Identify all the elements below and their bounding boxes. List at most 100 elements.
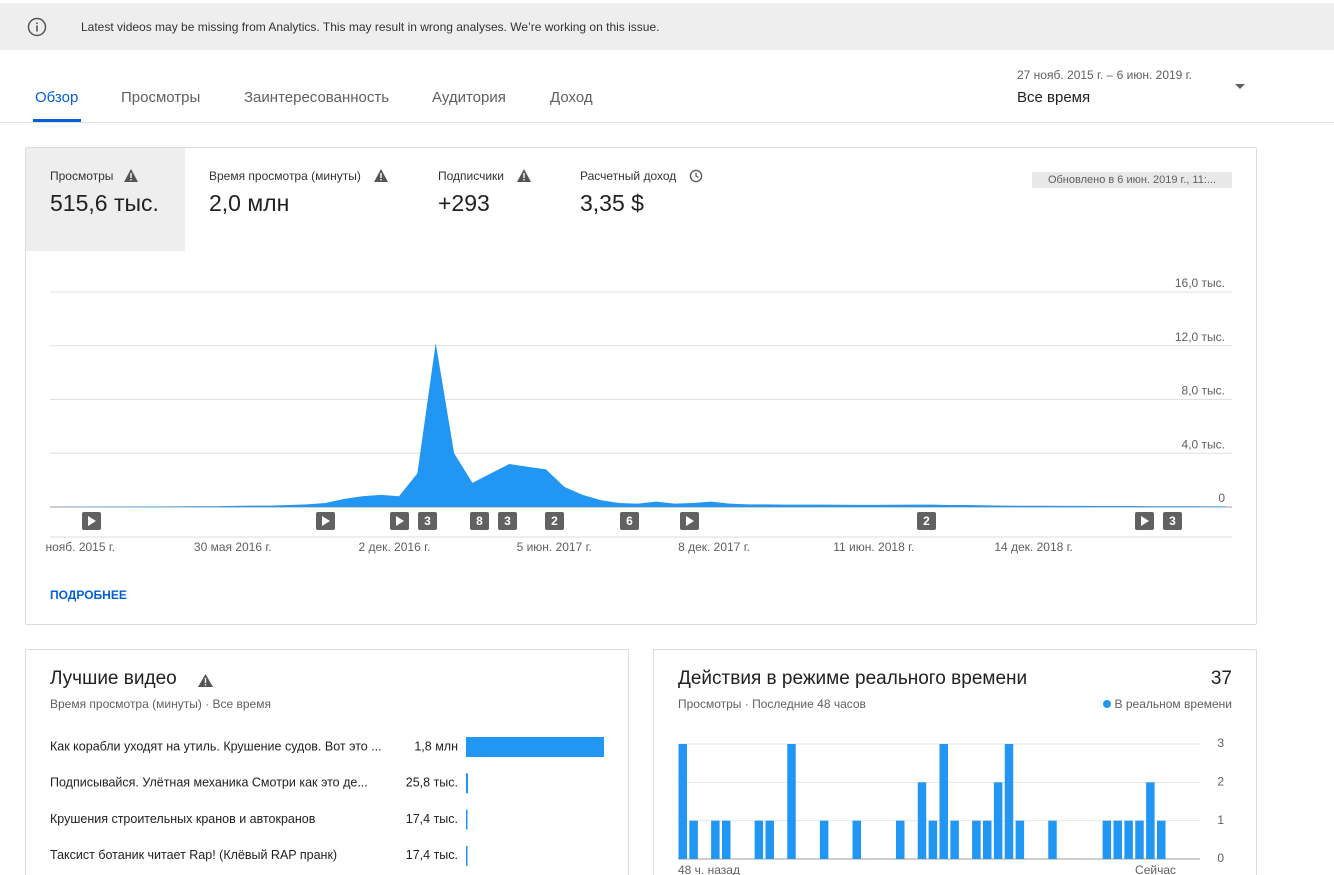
card-subtitle: Просмотры · Последние 48 часов: [678, 697, 866, 711]
video-title: Таксист ботаник читает Rap! (Клёвый RAP …: [50, 848, 337, 862]
bar: [1048, 820, 1057, 859]
dropdown-caret[interactable]: [1235, 84, 1247, 92]
x-tick-label: 30 мая 2016 г.: [194, 540, 272, 554]
metric-label: Расчетный доход: [580, 169, 677, 183]
bar: [1124, 820, 1133, 859]
y-tick-label: 12,0 тыс.: [1175, 330, 1225, 344]
x-label: 48 ч. назад: [678, 863, 740, 875]
video-play-markers: [82, 512, 1154, 530]
video-marker-count: 2: [923, 514, 930, 528]
tab[interactable]: Доход: [550, 89, 593, 106]
warning-icon: [124, 169, 138, 182]
tab-indicator: [33, 119, 81, 122]
x-label: Сейчас: [1135, 863, 1176, 875]
play-icons: [88, 516, 1149, 526]
bar: [466, 809, 468, 830]
legend-dot: [1102, 700, 1111, 708]
video-marker-count: 3: [504, 514, 511, 528]
video-marker: [1163, 512, 1182, 530]
metric-value: 515,6 тыс.: [50, 190, 159, 216]
warning-icon: [198, 674, 213, 687]
legend-label: В реальном времени: [1114, 697, 1232, 711]
video-title: Крушения строительных кранов и автокрано…: [50, 812, 316, 826]
legend: В реальном времени: [1102, 697, 1232, 711]
value-label: 17,4 тыс.: [406, 812, 458, 826]
bar: [928, 820, 938, 859]
bar: [722, 820, 731, 859]
banner-text: Latest videos may be missing from Analyt…: [81, 20, 660, 34]
y-tick-label: 2: [1217, 775, 1224, 789]
date-label[interactable]: Все время: [1017, 89, 1091, 106]
y-tick-label: 0: [1218, 491, 1225, 505]
x-tick-label: 2 дек. 2016 г.: [358, 540, 430, 554]
bar: [896, 820, 905, 859]
views-area: [50, 343, 1226, 507]
bar: [689, 820, 698, 859]
metric-label: Подписчики: [438, 169, 505, 183]
x-tick-label: 8 дек. 2017 г.: [678, 540, 750, 554]
overview-card: [25, 147, 1257, 625]
bar: [711, 820, 720, 859]
video-title: Как корабли уходят на утиль. Крушение су…: [50, 739, 382, 753]
video-marker: [545, 512, 564, 530]
y-tick-label: 0: [1217, 851, 1224, 865]
bar: [466, 773, 468, 794]
x-tick-label: 11 июн. 2018 г.: [833, 540, 914, 554]
warning-icon: [374, 169, 388, 182]
card-subtitle: Время просмотра (минуты) · Все время: [50, 697, 271, 711]
info-icon: [27, 17, 47, 37]
y-tick-label: 8,0 тыс.: [1182, 384, 1225, 398]
value-label: 25,8 тыс.: [406, 776, 458, 790]
bar: [983, 820, 992, 859]
video-marker: [498, 512, 517, 530]
tab[interactable]: Аудитория: [432, 89, 506, 106]
metric-value: 2,0 млн: [209, 190, 290, 216]
bar: [1146, 782, 1155, 859]
more-link[interactable]: ПОДРОБНЕЕ: [50, 588, 127, 602]
bar: [993, 782, 1003, 859]
bar: [754, 820, 764, 859]
bar: [1135, 820, 1144, 859]
value-label: 1,8 млн: [414, 739, 458, 753]
tab[interactable]: Заинтересованность: [244, 89, 390, 106]
video-title: Подписывайся. Улётная механика Смотри ка…: [50, 776, 368, 790]
updated-badge: Обновлено в 6 июн. 2019 г., 11:...: [1032, 172, 1232, 188]
video-marker: [470, 512, 489, 530]
bar: [765, 820, 774, 859]
y-tick-label: 3: [1217, 736, 1224, 750]
y-tick-label: 1: [1217, 813, 1224, 827]
value-label: 17,4 тыс.: [406, 848, 458, 862]
divider: [0, 122, 1334, 123]
tab[interactable]: Просмотры: [121, 89, 201, 106]
clock-icon: [689, 169, 703, 183]
metric-value: 3,35 $: [580, 190, 644, 216]
bar: [972, 820, 981, 859]
bar: [1004, 744, 1014, 859]
metric-label: Просмотры: [50, 169, 114, 183]
bar: [466, 845, 468, 866]
bar: [787, 744, 796, 859]
bar: [950, 820, 959, 859]
card-title: Лучшие видео: [50, 668, 177, 689]
y-tick-label: 4,0 тыс.: [1182, 437, 1225, 451]
x-tick-label: 5 июн. 2017 г.: [517, 540, 592, 554]
metric-value: +293: [438, 190, 490, 216]
video-marker-count: 6: [626, 514, 633, 528]
bar: [939, 744, 948, 859]
tab[interactable]: Обзор: [35, 89, 79, 106]
y-tick-label: 16,0 тыс.: [1175, 276, 1225, 290]
banner: Latest videos may be missing from Analyt…: [0, 3, 1334, 50]
video-marker-count: 8: [476, 514, 483, 528]
video-marker-count: 2: [551, 514, 558, 528]
bar: [466, 737, 604, 757]
metric-selected[interactable]: [26, 148, 185, 251]
bar: [819, 820, 829, 859]
bar: [1015, 820, 1025, 859]
bar: [678, 744, 687, 859]
bar: [1102, 820, 1112, 859]
top-videos-card: [25, 649, 629, 875]
date-range: 27 нояб. 2015 г. – 6 июн. 2019 г.: [1017, 68, 1192, 82]
bar: [917, 782, 927, 859]
